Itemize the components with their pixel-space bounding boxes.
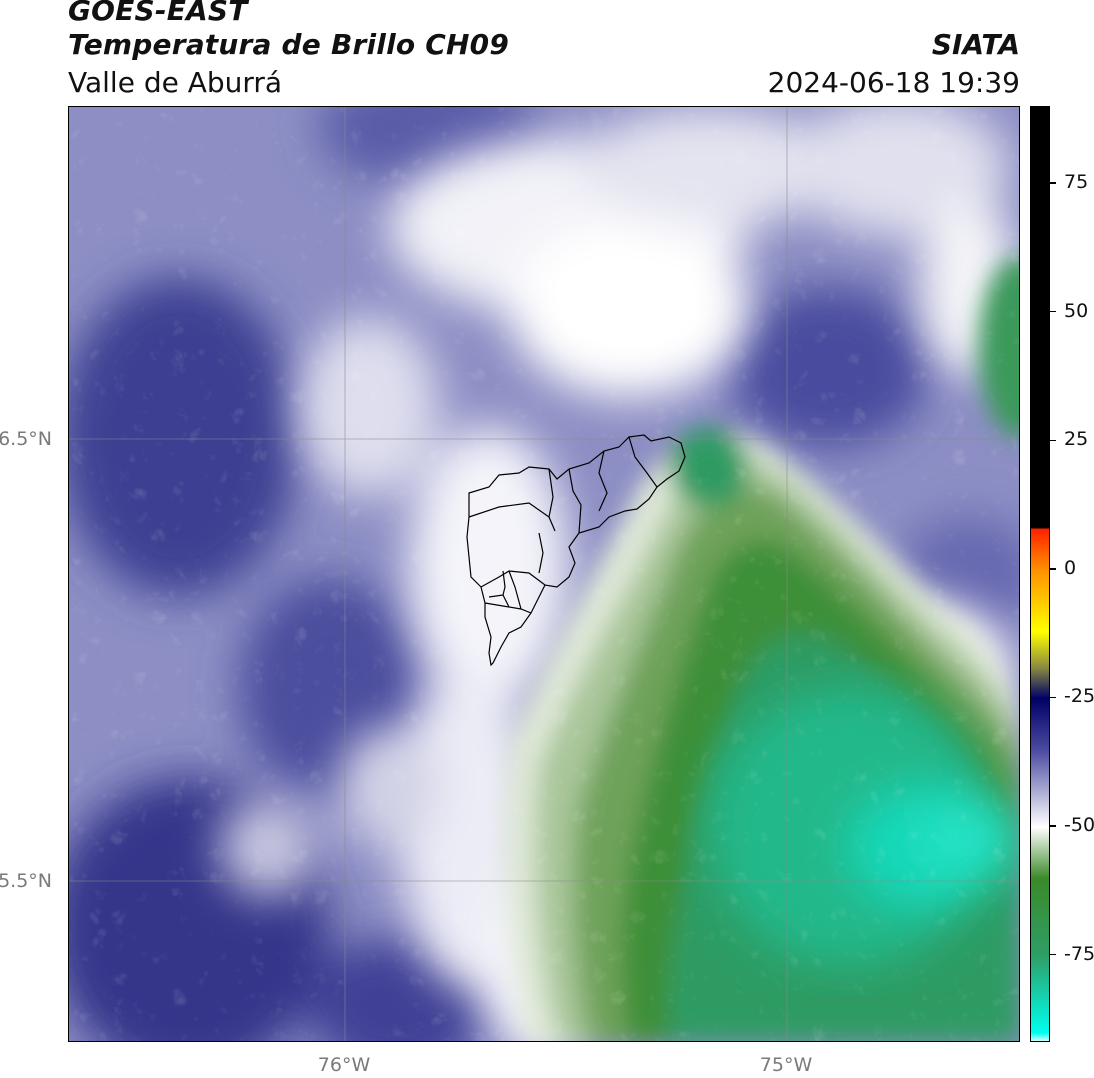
colorbar-tick-label: 0 — [1064, 556, 1077, 579]
brightness-temperature-map — [69, 107, 1019, 1041]
gridlines — [69, 107, 1019, 1041]
boundary-inner-2 — [568, 468, 582, 534]
colorbar-tick-label: -25 — [1064, 685, 1094, 708]
colorbar-tick-mark — [1050, 439, 1056, 442]
colorbar-tick-label: 75 — [1064, 171, 1089, 194]
lon-label-75w: 75°W — [759, 1054, 813, 1076]
boundary-inner-3 — [598, 450, 608, 512]
boundary-inner-11 — [538, 532, 544, 574]
colorbar-tick-mark — [1050, 825, 1056, 827]
subtitle-region: Valle de Aburrá — [68, 66, 283, 99]
timestamp-label: 2024-06-18 19:39 — [767, 66, 1020, 99]
colorbar-tick-label: -50 — [1064, 814, 1094, 836]
organization-label: SIATA — [931, 28, 1020, 61]
colorbar — [1030, 106, 1050, 1042]
texture — [69, 107, 1019, 1041]
boundary-outline — [466, 434, 686, 667]
title-product: Temperatura de Brillo CH09 — [68, 28, 510, 61]
municipal-boundaries — [466, 434, 686, 667]
lat-label-5-5: 5.5°N — [0, 870, 52, 892]
colorbar-gradient — [1031, 107, 1049, 1041]
colorbar-tick-label: 25 — [1064, 428, 1089, 451]
colorbar-tick-mark — [1050, 696, 1056, 699]
colorbar-tick-label: 50 — [1064, 299, 1089, 322]
colorbar-tick-mark — [1050, 953, 1056, 956]
map-panel — [68, 106, 1020, 1042]
colorbar-tick-mark — [1050, 310, 1056, 313]
lon-label-76w: 76°W — [317, 1054, 371, 1076]
boundary-inner-5 — [468, 502, 550, 518]
colorbar-tick-mark — [1050, 568, 1056, 570]
colorbar-tick-label: -75 — [1064, 942, 1094, 965]
title-satellite: GOES-EAST — [68, 0, 248, 27]
boundary-inner-9 — [484, 602, 510, 608]
lat-label-6-5: 6.5°N — [0, 428, 52, 450]
boundary-inner-8 — [502, 570, 506, 596]
boundary-inner-4 — [628, 436, 658, 488]
colorbar-tick-mark — [1050, 182, 1056, 184]
boundary-inner-10 — [508, 570, 522, 610]
boundary-inner-1 — [548, 468, 556, 532]
